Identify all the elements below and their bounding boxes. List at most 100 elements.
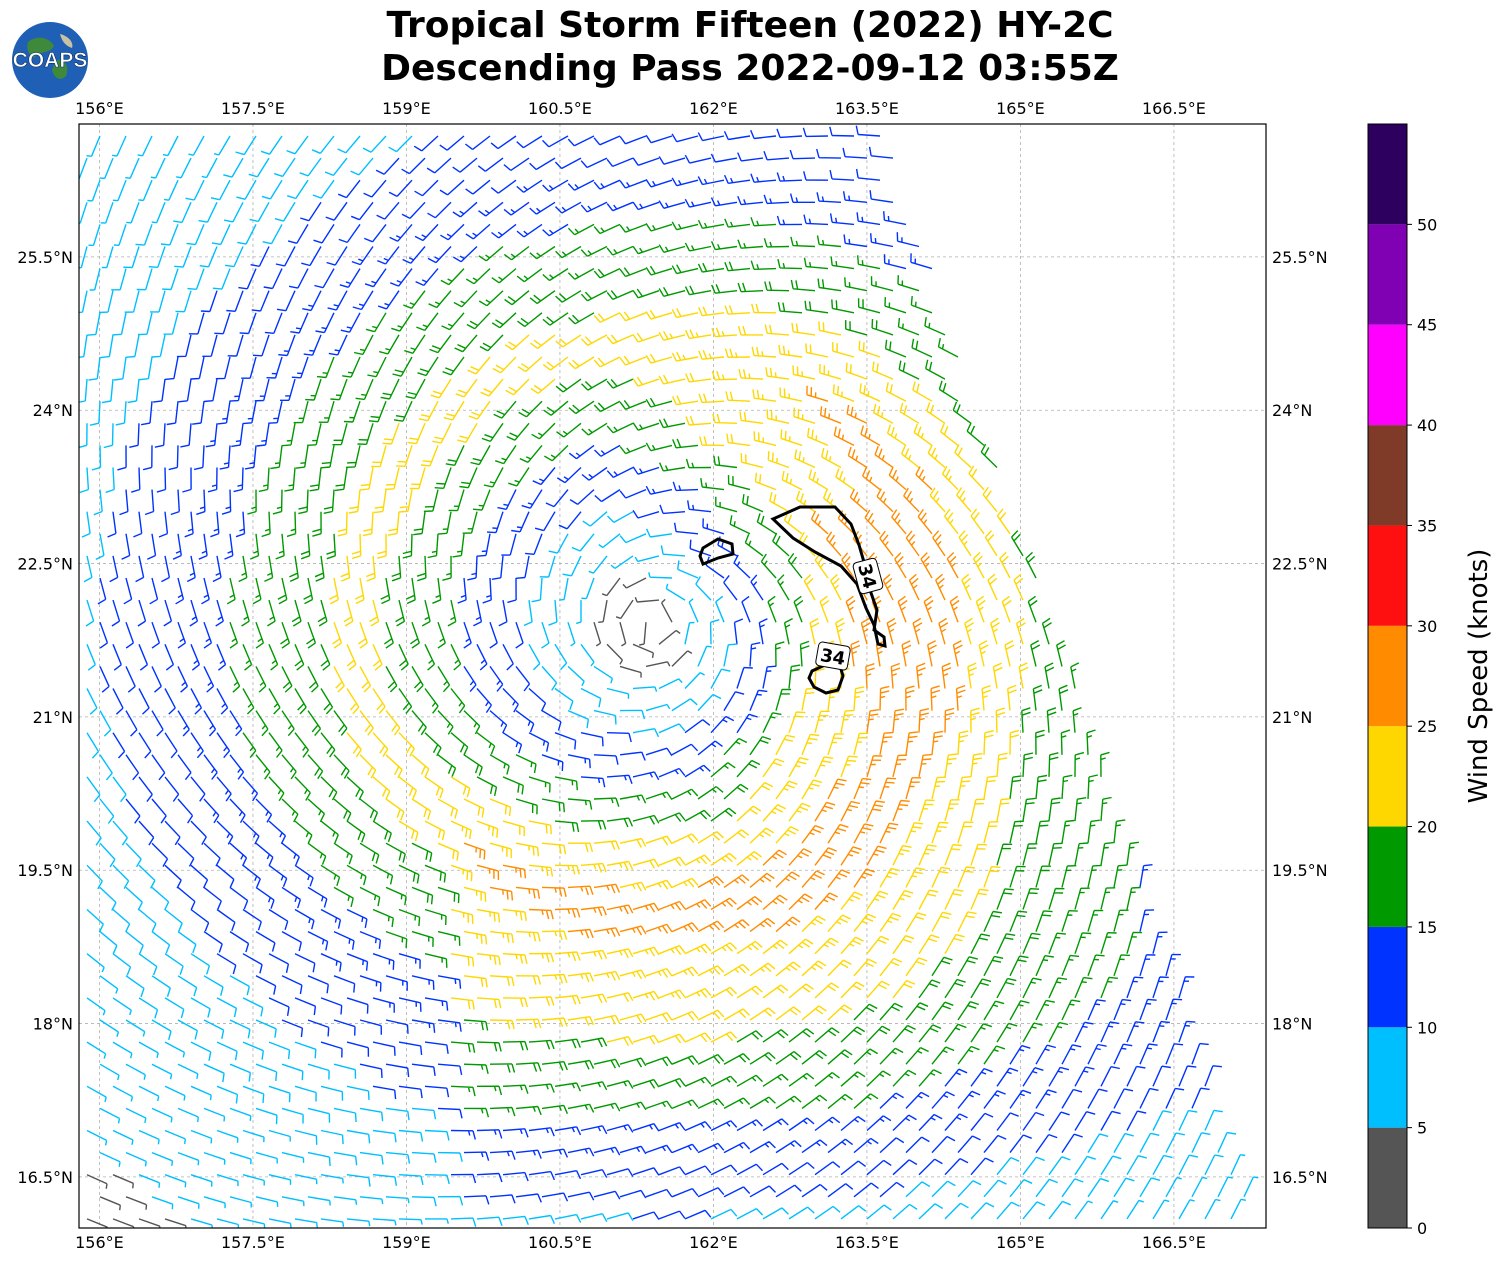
wind-barb — [424, 776, 444, 799]
wind-barb — [1100, 1110, 1121, 1131]
wind-barb — [367, 356, 387, 378]
wind-barb — [184, 511, 194, 538]
wind-barb — [853, 1048, 878, 1065]
wind-barb — [286, 179, 309, 200]
wind-barb — [632, 946, 660, 957]
wind-barb — [528, 864, 554, 877]
wind-barb — [750, 173, 777, 183]
lat-tick-label-left: 18°N — [33, 1015, 73, 1034]
wind-barb — [1018, 662, 1029, 689]
wind-barb — [688, 598, 699, 623]
wind-barb — [294, 1174, 318, 1185]
wind-barb — [359, 930, 382, 949]
wind-barb — [303, 334, 322, 356]
wind-barb — [1139, 909, 1155, 932]
wind-barb — [658, 156, 686, 165]
wind-barb — [346, 644, 357, 671]
wind-barb — [478, 201, 504, 217]
wind-barb — [1100, 976, 1118, 999]
wind-barb — [380, 577, 391, 605]
wind-barb — [866, 755, 883, 778]
wind-barb — [715, 595, 725, 623]
wind-barb — [531, 577, 543, 603]
wind-barb — [884, 339, 907, 358]
wind-barb — [372, 820, 392, 843]
wind-barb — [463, 930, 488, 945]
wind-barb — [411, 930, 434, 947]
wind-barb — [1048, 797, 1061, 822]
wind-barb — [164, 732, 178, 759]
wind-barb — [385, 1196, 410, 1204]
wind-barb — [411, 710, 427, 736]
wind-barb — [502, 864, 527, 879]
wind-barb — [1217, 1176, 1233, 1198]
wind-barb — [281, 930, 302, 952]
wind-barb — [295, 445, 309, 469]
wind-barb — [606, 334, 634, 345]
wind-barb — [930, 685, 941, 711]
wind-barb — [606, 1036, 634, 1046]
wind-barb — [554, 820, 580, 833]
wind-barb — [168, 445, 179, 471]
wind-barb — [229, 931, 250, 953]
wind-barb — [892, 799, 910, 822]
wind-barb — [1152, 976, 1169, 999]
wind-barb — [567, 1059, 595, 1070]
wind-barb — [294, 776, 311, 801]
wind-barb — [1022, 1067, 1044, 1087]
wind-barb — [307, 1063, 330, 1080]
wind-barb — [879, 822, 899, 844]
wind-barb — [428, 290, 452, 309]
wind-barb — [86, 953, 105, 973]
wind-barb — [894, 552, 907, 579]
colorbar-tick-label: 0 — [1417, 1219, 1427, 1238]
wind-barb — [697, 740, 723, 756]
wind-barb — [372, 953, 395, 970]
wind-barb — [944, 707, 955, 733]
wind-barb — [416, 312, 439, 332]
wind-barb — [764, 324, 790, 336]
wind-barb — [1009, 955, 1029, 977]
wind-barb — [970, 978, 992, 999]
wind-barb — [995, 707, 1006, 733]
wind-barb — [938, 617, 949, 645]
wind-barb — [372, 1174, 398, 1186]
wind-barb — [645, 1144, 673, 1154]
wind-barb — [320, 953, 342, 972]
wind-barb — [91, 445, 102, 471]
lat-tick-label-left: 19.5°N — [17, 861, 73, 880]
wind-barb — [903, 487, 920, 513]
wind-barb — [529, 245, 556, 260]
wind-barb — [775, 1095, 802, 1109]
wind-barb — [883, 254, 907, 270]
wind-barb — [733, 554, 751, 579]
wind-barb — [315, 312, 335, 334]
wind-barb — [491, 268, 517, 284]
wind-barb — [1126, 931, 1143, 954]
wind-barb — [502, 1040, 529, 1051]
wind-barb — [476, 688, 492, 713]
wind-barb — [606, 1080, 634, 1089]
wind-barb — [1126, 1021, 1145, 1043]
wind-barb — [491, 223, 517, 239]
wind-barb — [281, 423, 296, 447]
wind-barb — [568, 400, 595, 415]
wind-barb — [249, 201, 270, 223]
wind-barb — [320, 732, 336, 758]
wind-barb — [879, 957, 903, 977]
wind-barb — [472, 489, 491, 511]
wind-barb — [196, 489, 206, 516]
wind-barb — [685, 458, 712, 469]
wind-barb — [357, 621, 368, 649]
wind-barb — [801, 1183, 828, 1198]
wind-barb — [492, 356, 517, 374]
wind-barb — [996, 888, 1014, 910]
wind-barb — [554, 1170, 582, 1180]
wind-barb — [814, 1072, 840, 1087]
wind-barb — [918, 979, 941, 999]
wind-barb — [190, 776, 206, 802]
wind-barb — [544, 444, 569, 462]
wind-barb — [214, 312, 231, 335]
wind-barb — [314, 555, 325, 582]
wind-barb — [775, 734, 796, 756]
